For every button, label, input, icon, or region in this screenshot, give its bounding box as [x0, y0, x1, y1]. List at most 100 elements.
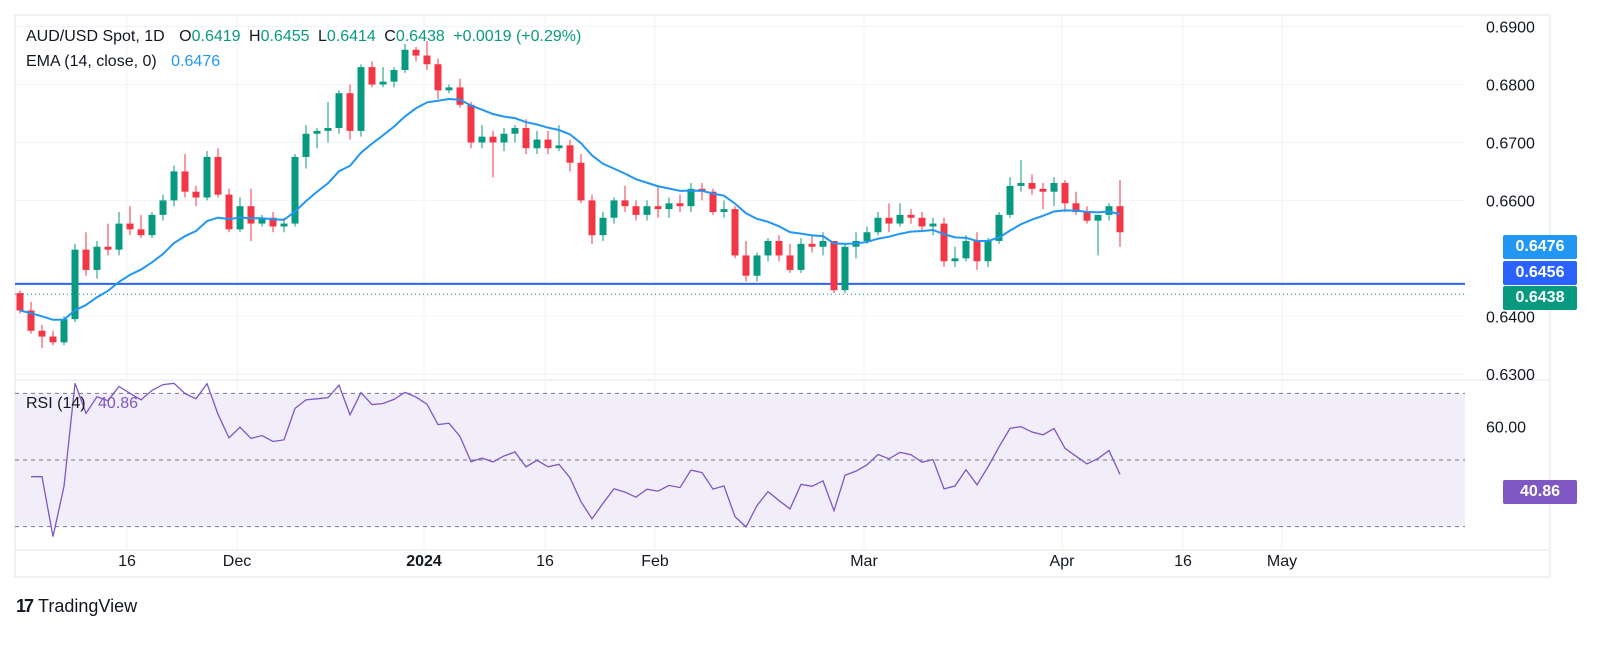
open-value: 0.6419: [191, 28, 241, 45]
candle-body: [104, 246, 112, 250]
candle-body: [423, 55, 431, 65]
rsi-line: [31, 382, 1121, 537]
candle-body: [720, 209, 728, 212]
rsi-price-tag: 40.86: [1503, 480, 1577, 504]
candle-body: [1094, 214, 1102, 221]
candle-body: [1083, 211, 1091, 221]
candle-body: [258, 217, 266, 224]
candle-body: [192, 191, 200, 198]
candle-body: [489, 136, 497, 143]
symbol-title[interactable]: AUD/USD Spot, 1D: [26, 28, 165, 45]
candle-body: [445, 87, 453, 91]
candle-body: [16, 293, 24, 311]
candle-body: [533, 139, 541, 149]
candle-body: [280, 223, 288, 227]
y-tick-label: 0.6800: [1486, 78, 1535, 95]
candle-body: [159, 200, 167, 215]
x-tick-label: Apr: [1050, 553, 1076, 570]
candle-body: [467, 104, 475, 143]
candle-body: [291, 156, 299, 224]
candle-body: [1039, 188, 1047, 192]
x-tick-label: Mar: [850, 553, 878, 570]
candle-body: [390, 70, 398, 82]
candle-body: [797, 243, 805, 270]
candle-body: [599, 217, 607, 236]
candle-body: [566, 145, 574, 163]
candle-body: [544, 139, 552, 149]
rsi-label[interactable]: RSI (14): [26, 395, 86, 412]
low-label: L: [317, 28, 327, 45]
candle-body: [896, 214, 904, 224]
y-tick-label: 0.6300: [1486, 367, 1535, 384]
candle-body: [665, 203, 673, 210]
candle-body: [368, 67, 376, 85]
candle-body: [764, 240, 772, 256]
ema-value: 0.6476: [171, 53, 221, 70]
candle-body: [170, 171, 178, 201]
candle-body: [929, 223, 937, 227]
ema-line: [19, 98, 1121, 321]
ema-legend: EMA (14, close, 0) 0.6476: [26, 53, 224, 71]
candle-body: [1017, 183, 1025, 186]
candle-body: [456, 87, 464, 105]
candle-body: [379, 81, 387, 85]
close-value: 0.6438: [395, 28, 445, 45]
candle-body: [1006, 185, 1014, 215]
candle-body: [841, 246, 849, 291]
candle-body: [555, 145, 563, 149]
high-label: H: [249, 28, 261, 45]
brand-name: TradingView: [38, 596, 138, 616]
candle-body: [731, 209, 739, 256]
candle-body: [148, 214, 156, 236]
candle-body: [874, 217, 882, 233]
candle-body: [775, 240, 783, 256]
candle-body: [115, 223, 123, 250]
line-price-tag: 0.6456: [1503, 261, 1577, 285]
candle-body: [907, 214, 915, 218]
tradingview-brand[interactable]: 17 TradingView: [16, 596, 137, 617]
candle-body: [676, 203, 684, 207]
rsi-legend: RSI (14) 40.86: [26, 395, 142, 413]
candle-body: [819, 240, 827, 247]
candle-body: [610, 200, 618, 218]
candle-body: [962, 240, 970, 259]
candle-body: [346, 93, 354, 131]
candle-body: [973, 240, 981, 262]
candle-body: [27, 310, 35, 331]
candle-body: [126, 223, 134, 230]
candle-body: [49, 336, 57, 343]
candle-body: [137, 229, 145, 236]
rsi-value: 40.86: [98, 395, 139, 412]
candle-body: [500, 133, 508, 143]
candle-body: [1061, 183, 1069, 204]
x-tick-label: 16: [536, 553, 554, 570]
candle-body: [357, 67, 365, 131]
candle-body: [302, 133, 310, 157]
x-tick-label: 2024: [406, 553, 442, 570]
candle-body: [1116, 206, 1124, 233]
candle-body: [984, 240, 992, 262]
candle-body: [632, 206, 640, 215]
x-tick-label: Dec: [223, 553, 251, 570]
low-value: 0.6414: [326, 28, 376, 45]
y-tick-label: 0.6700: [1486, 135, 1535, 152]
x-tick-label: 16: [118, 553, 136, 570]
candle-body: [82, 249, 90, 270]
candle-body: [324, 127, 332, 131]
ema-label[interactable]: EMA (14, close, 0): [26, 53, 157, 70]
candle-body: [269, 217, 277, 227]
ema-price-tag: 0.6476: [1503, 235, 1577, 259]
close-price-tag: 0.6438: [1503, 286, 1577, 310]
y-tick-label: 0.6600: [1486, 193, 1535, 210]
x-tick-label: May: [1267, 553, 1297, 570]
candle-body: [786, 255, 794, 270]
y-tick-label: 0.6900: [1486, 20, 1535, 37]
candle-body: [511, 127, 519, 134]
candle-body: [313, 130, 321, 134]
candle-body: [588, 200, 596, 236]
y-tick-label: 0.6400: [1486, 309, 1535, 326]
candle-body: [247, 206, 255, 224]
candle-body: [434, 64, 442, 91]
